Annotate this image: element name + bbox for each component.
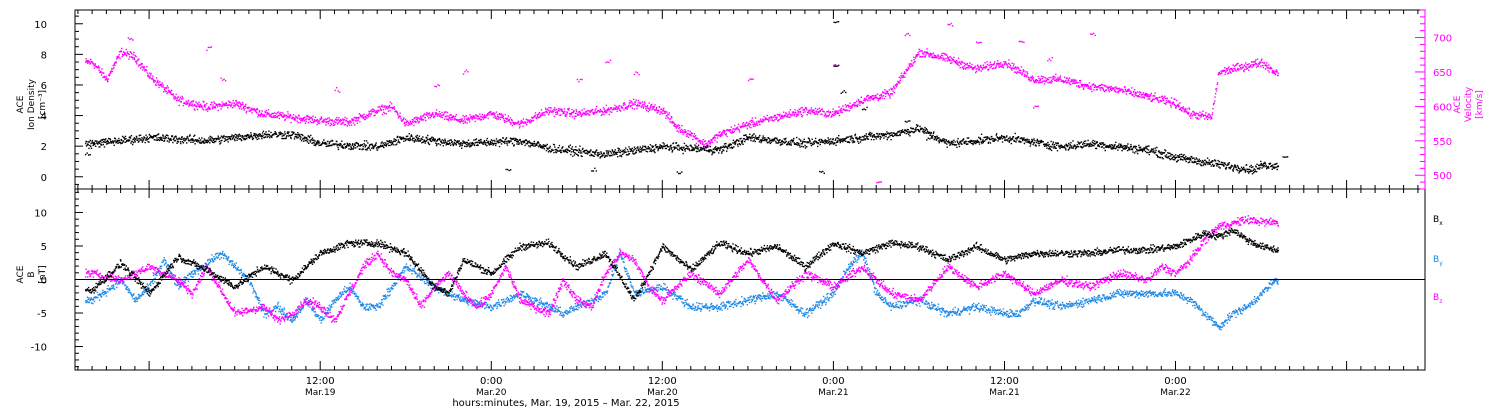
tick-label-velocity-650: 650 (1433, 68, 1452, 79)
y-title-density-line-1: Ion Density (27, 78, 37, 130)
x-ticks-panel-1 (77, 189, 1419, 370)
y-title-density-line-2: [cm⁻³] (38, 90, 48, 119)
x-tick-sublabel-24: Mar.20 (476, 388, 507, 398)
legend-sub-z: z (1439, 298, 1442, 305)
y-title-b-line-1: B (27, 271, 37, 277)
series-Bz-points (85, 215, 1280, 325)
tick-label-b--5: -5 (37, 309, 47, 320)
x-axis-label: hours:minutes, Mar. 19, 2015 – Mar. 22, … (452, 398, 679, 409)
tick-label-b-5: 5 (41, 242, 47, 253)
legend-bx: Bx (1433, 215, 1443, 227)
tick-label-velocity-700: 700 (1433, 34, 1452, 45)
series-By-points (85, 249, 1280, 331)
tick-label-density-2: 2 (41, 142, 47, 153)
x-tick-label-24: 0:00 (480, 376, 502, 387)
tick-label-velocity-550: 550 (1433, 137, 1452, 148)
series-point-cloud (85, 249, 1280, 331)
tick-label-density-8: 8 (41, 50, 47, 61)
x-tick-label-48: 0:00 (822, 376, 844, 387)
legend-sub-x: x (1439, 220, 1443, 227)
y-title-velocity-line-0: ACE (1453, 95, 1463, 113)
x-tick-label-36: 12:00 (648, 376, 677, 387)
tick-label-density-6: 6 (41, 81, 47, 92)
x-tick-sublabel-12: Mar.19 (305, 388, 336, 398)
x-tick-label-60: 12:00 (990, 376, 1019, 387)
tick-label-b-0: 0 (41, 276, 47, 287)
y-title-b-line-0: ACE (16, 265, 26, 283)
x-tick-sublabel-60: Mar.21 (989, 388, 1019, 398)
series-point-cloud (85, 215, 1280, 325)
legend-by: By (1433, 255, 1443, 267)
series-point-cloud (85, 22, 1280, 184)
legend-sub-y: y (1439, 260, 1443, 267)
tick-label-velocity-600: 600 (1433, 102, 1452, 113)
legend-bz: Bz (1433, 293, 1442, 305)
series-point-cloud (85, 21, 1289, 175)
tick-label-velocity-500: 500 (1433, 171, 1452, 182)
y-title-density-line-0: ACE (16, 95, 26, 113)
x-tick-label-12: 12:00 (306, 376, 335, 387)
y-title-velocity-line-1: Velocity (1464, 86, 1474, 122)
x-tick-sublabel-48: Mar.21 (818, 388, 848, 398)
x-ticks-panel-0 (77, 10, 1419, 189)
series-density-points (85, 21, 1289, 175)
x-tick-sublabel-72: Mar.22 (1160, 388, 1190, 398)
tick-label-density-0: 0 (41, 173, 47, 184)
y-title-velocity-line-2: [km/s] (1475, 90, 1485, 119)
tick-label-b-10: 10 (34, 208, 47, 219)
series-Bx-points (85, 227, 1280, 302)
y-title-b-line-2: [nT] (38, 265, 48, 283)
series-point-cloud (85, 227, 1280, 302)
x-tick-label-72: 0:00 (1164, 376, 1186, 387)
x-tick-sublabel-36: Mar.20 (647, 388, 678, 398)
tick-label-density-4: 4 (41, 112, 47, 123)
series-velocity-points (85, 22, 1280, 184)
tick-label-density-10: 10 (34, 20, 47, 31)
tick-label-b--10: -10 (31, 343, 47, 354)
